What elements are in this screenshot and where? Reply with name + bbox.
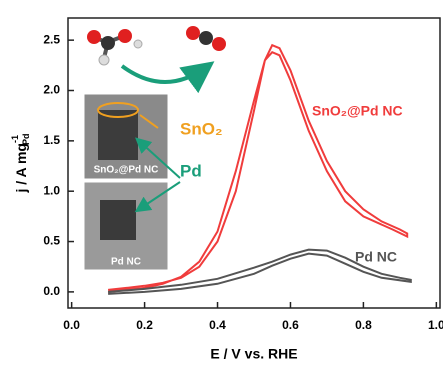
x-tick-label: 0.2 xyxy=(136,318,153,332)
x-axis-label: E / V vs. RHE xyxy=(210,346,297,362)
y-tick-label: 2.5 xyxy=(43,32,60,46)
chart: SnO₂ Pd SnO₂@Pd NC Pd NC E / V vs. RHE j… xyxy=(0,0,443,364)
y-tick-label: 1.5 xyxy=(43,133,60,147)
y-tick-label: 0.0 xyxy=(43,284,60,298)
series-label: SnO₂@Pd NC xyxy=(312,103,403,119)
core-label: Pd xyxy=(180,161,202,180)
particle xyxy=(100,200,136,240)
y-axis-label: j / A mg-1Pd xyxy=(10,133,31,193)
inset-label: SnO₂@Pd NC xyxy=(94,165,159,176)
y-label-sup: -1 xyxy=(10,135,20,143)
y-tick-label: 0.5 xyxy=(43,234,60,248)
reaction-arrow xyxy=(122,66,208,82)
x-tick-label: 0.8 xyxy=(355,318,372,332)
series-label: Pd NC xyxy=(355,249,397,265)
molecule xyxy=(87,29,142,65)
molecule xyxy=(186,26,226,51)
shell-label: SnO₂ xyxy=(180,119,223,138)
x-tick-label: 0.6 xyxy=(282,318,299,332)
x-tick-label: 0.0 xyxy=(63,318,80,332)
x-tick-label: 0.4 xyxy=(209,318,226,332)
y-label-sub: Pd xyxy=(21,133,31,145)
y-tick-label: 2.0 xyxy=(43,83,60,97)
inset-label: Pd NC xyxy=(111,257,141,268)
y-tick-label: 1.0 xyxy=(43,183,60,197)
x-tick-label: 1.0 xyxy=(428,318,443,332)
y-label-text: j / A mg xyxy=(13,143,29,194)
